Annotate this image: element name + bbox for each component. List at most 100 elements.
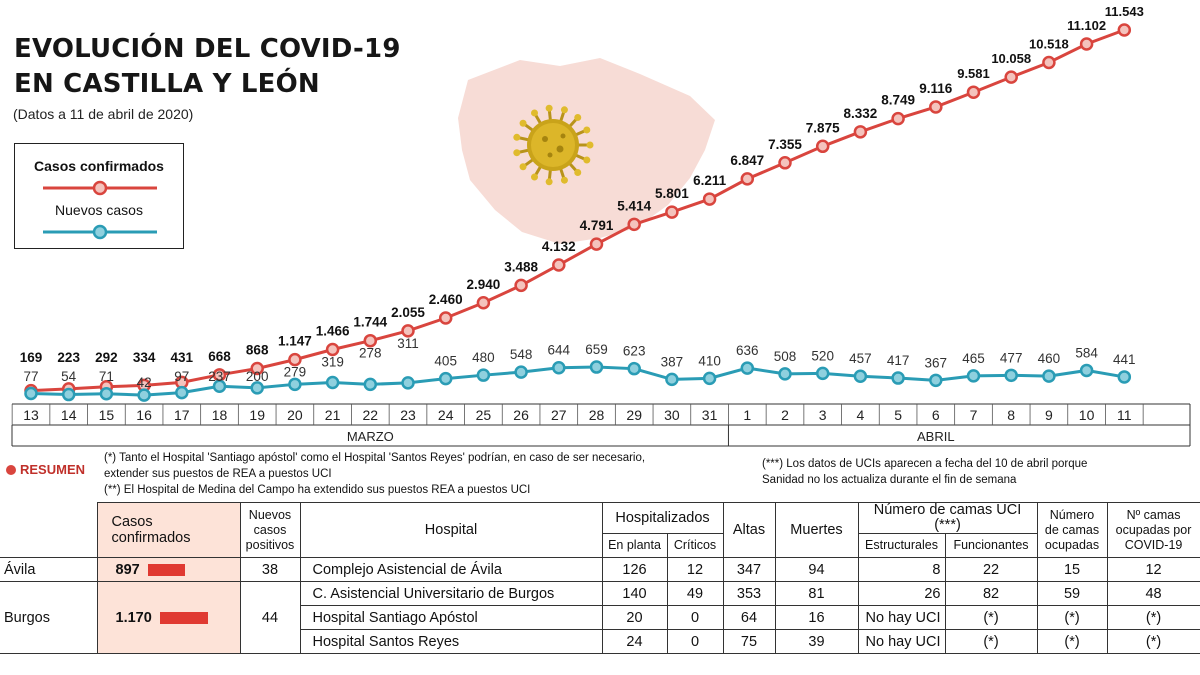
header-hospital: Hospital <box>299 502 603 558</box>
funcionantes-cell: (*) <box>944 629 1038 654</box>
header-altas: Altas <box>722 502 776 558</box>
casos-point <box>853 125 868 139</box>
resumen-label: RESUMEN <box>20 462 86 477</box>
nuevos-data-label: 659 <box>585 342 608 357</box>
summary-table: Casos confirmados Nuevos casos positivos… <box>0 502 1200 654</box>
nuevos-point <box>778 367 792 381</box>
muertes-cell: 81 <box>774 581 859 606</box>
nuevos-point <box>325 375 340 390</box>
x-tick-label: 8 <box>1007 407 1015 423</box>
note-2: (**) El Hospital de Medina del Campo ha … <box>104 484 531 496</box>
x-tick-label: 30 <box>664 407 680 423</box>
header-criticos: Críticos <box>666 533 724 558</box>
nuevos-data-label: 644 <box>548 343 571 358</box>
x-tick-label: 14 <box>61 407 77 423</box>
x-tick-label: 6 <box>932 407 940 423</box>
covid-evolution-chart: 13 14 15 16 17 18 19 20 21 22 23 24 25 26 27 28 29 30 31 1 2… <box>11 4 1191 447</box>
nuevos-point <box>99 387 114 401</box>
covid-cell: (*) <box>1106 629 1200 654</box>
nuevos-data-label: 405 <box>434 354 457 369</box>
covid-cell: (*) <box>1106 605 1200 630</box>
casos-value: 897 <box>115 561 140 578</box>
x-tick-label: 18 <box>212 407 228 423</box>
x-tick-label: 7 <box>970 407 978 423</box>
header-muertes: Muertes <box>774 502 859 558</box>
nuevos-data-label: 97 <box>174 369 189 384</box>
x-tick-label: 28 <box>589 407 605 423</box>
nuevos-data-label: 54 <box>61 369 77 384</box>
nuevos-data-label: 319 <box>321 355 344 370</box>
virus-spike-tip <box>583 156 591 164</box>
nuevos-point <box>665 372 679 387</box>
planta-cell: 24 <box>601 629 668 654</box>
header-en-planta: En planta <box>601 533 668 558</box>
casos-point <box>778 156 792 170</box>
x-tick-label: 31 <box>702 407 718 423</box>
table-row: Burgos 1.170 44 C. Asistencial Universit… <box>0 581 1200 654</box>
x-tick-label: 26 <box>513 407 529 423</box>
header-casos: Casos confirmados <box>96 502 241 558</box>
legend-casos-label: Casos confirmados <box>34 158 164 174</box>
casos-point <box>627 217 641 232</box>
funcionantes-cell: 22 <box>944 557 1038 582</box>
nuevos-data-label: 367 <box>925 355 948 370</box>
month-label: MARZO <box>347 429 394 444</box>
casos-data-label: 2.460 <box>429 292 463 307</box>
chart-subtitle: (Datos a 11 de abril de 2020) <box>13 106 194 122</box>
header-funcionantes: Funcionantes <box>944 533 1038 558</box>
casos-point <box>891 111 905 126</box>
nuevos-point <box>891 371 905 385</box>
virus-spike-tip <box>574 168 582 176</box>
nuevos-data-label: 279 <box>284 365 307 380</box>
criticos-cell: 0 <box>666 629 724 654</box>
nuevos-cell: 38 <box>239 557 301 582</box>
x-tick-label: 13 <box>23 407 39 423</box>
casos-data-label: 292 <box>95 350 118 365</box>
casos-point <box>552 258 566 272</box>
planta-cell: 140 <box>601 581 668 606</box>
virus-spike-tip <box>519 163 527 171</box>
casos-data-label: 7.355 <box>768 137 802 152</box>
x-tick-label: 10 <box>1079 407 1095 423</box>
nuevos-point <box>438 371 453 386</box>
criticos-cell: 12 <box>666 557 724 582</box>
x-tick-label: 24 <box>438 407 454 423</box>
estructurales-cell: No hay UCI <box>857 629 946 654</box>
casos-data-label: 11.543 <box>1105 4 1144 19</box>
casos-data-label: 5.801 <box>655 186 689 201</box>
casos-point <box>740 172 755 186</box>
nuevos-cell: 44 <box>239 581 301 654</box>
nuevos-point <box>966 369 981 383</box>
casos-data-label: 11.102 <box>1067 18 1106 33</box>
funcionantes-cell: (*) <box>944 605 1038 630</box>
nuevos-point <box>853 369 868 383</box>
note-3a: (***) Los datos de UCIs aparecen a fecha… <box>762 458 1088 470</box>
x-tick-label: 27 <box>551 407 567 423</box>
virus-spike-tip <box>560 176 568 184</box>
ocupadas-cell: 15 <box>1036 557 1108 582</box>
criticos-cell: 0 <box>666 605 724 630</box>
casos-point <box>1117 23 1132 37</box>
casos-point <box>966 85 981 99</box>
casos-data-label: 8.749 <box>881 93 915 108</box>
x-tick-label: 17 <box>174 407 190 423</box>
casos-point <box>250 361 264 376</box>
casos-data-label: 8.332 <box>844 106 878 121</box>
nuevos-point <box>476 368 491 382</box>
chart-title-line-1: EVOLUCIÓN DEL COVID-19 <box>14 34 401 64</box>
nuevos-point <box>552 360 566 375</box>
nuevos-data-label: 636 <box>736 343 759 358</box>
table-row: Hospital Santiago Apóstol 20 0 64 16 No … <box>0 605 1200 630</box>
header-nuevos: Nuevos casos positivos <box>239 502 301 558</box>
muertes-cell: 39 <box>774 629 859 654</box>
table-row: Ávila 897 38 Complejo Asistencial de Ávi… <box>0 557 1200 582</box>
nuevos-point <box>1042 369 1056 383</box>
legend: Casos confirmados Nuevos casos <box>14 143 184 249</box>
casos-data-label: 223 <box>57 350 80 365</box>
x-tick-label: 19 <box>249 407 265 423</box>
nuevos-point <box>288 377 302 392</box>
estructurales-cell: 8 <box>857 557 946 582</box>
nuevos-data-label: 410 <box>698 353 721 368</box>
casos-data-label: 668 <box>208 349 231 364</box>
criticos-cell: 49 <box>666 581 724 606</box>
